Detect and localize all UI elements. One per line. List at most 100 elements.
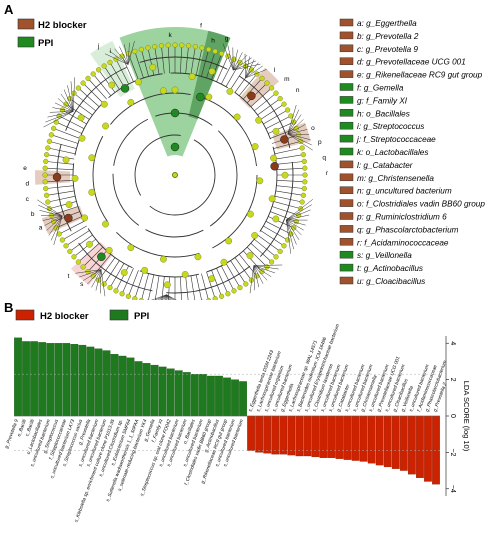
- leaf-node: [301, 193, 306, 198]
- inner-node: [128, 244, 134, 250]
- ppi-label: PPI: [38, 38, 53, 49]
- cladogram-branch: [51, 142, 76, 149]
- ppi-bar: [215, 376, 222, 416]
- cladogram-branch: [277, 180, 303, 181]
- taxa-legend-swatch: [340, 109, 353, 116]
- taxa-legend-item: l: g_Catabacter: [357, 161, 413, 170]
- clade-label: f: [200, 22, 202, 29]
- h2-bar: [424, 416, 431, 481]
- leaf-node: [67, 249, 72, 254]
- leaf-node: [219, 294, 224, 299]
- h2-bar: [408, 416, 415, 474]
- cladogram-branch: [277, 168, 303, 169]
- clade-label: e: [23, 165, 27, 172]
- leaf-node: [166, 43, 171, 48]
- inner-node: [79, 135, 85, 141]
- cladogram-figure: H2 blocker PPI khgijflmnopqrstuabcde a: …: [0, 0, 488, 300]
- ppi-bar: [191, 374, 198, 416]
- h2-bar: [280, 416, 287, 454]
- ppi-bar: [199, 374, 206, 416]
- lda-bars: g_Prevotella 9o_Bacillic_Bacillio_Lactob…: [4, 323, 449, 523]
- taxa-legend-item: b: g_Prevotella 2: [357, 32, 419, 41]
- taxa-legend-item: k: o_Lactobacillales: [357, 148, 428, 157]
- leaf-node: [43, 173, 48, 178]
- leaf-node: [60, 238, 65, 243]
- inner-node: [72, 175, 78, 181]
- ppi-bar: [223, 378, 230, 416]
- cladogram-branch: [148, 275, 153, 300]
- inner-node: [189, 73, 195, 79]
- leaf-node: [64, 243, 69, 248]
- cladogram-branch: [266, 221, 289, 233]
- leaf-node: [81, 81, 86, 86]
- ppi-bar: [30, 341, 37, 416]
- leaf-node: [49, 132, 54, 137]
- leaf-node: [43, 179, 48, 184]
- taxa-legend-swatch: [340, 251, 353, 258]
- h2-bar: [304, 416, 311, 456]
- h2-bar: [360, 416, 367, 461]
- leaf-node: [81, 265, 86, 270]
- clade-label: h: [211, 37, 215, 44]
- inner-node: [257, 178, 263, 184]
- inner-node: [206, 94, 212, 100]
- leaf-node: [301, 152, 306, 157]
- inner-node: [102, 123, 108, 129]
- taxa-legend-item: n: g_uncultured bacterium: [357, 187, 452, 196]
- taxa-legend-item: a: g_Eggerthella: [357, 19, 417, 28]
- inner-node: [150, 64, 156, 70]
- ppi-bar: [175, 371, 182, 416]
- ppi-bar: [79, 345, 86, 416]
- leaf-node: [243, 282, 248, 287]
- clade-label: a: [39, 224, 43, 231]
- ppi-bar: [54, 343, 61, 416]
- cladogram-branch: [80, 89, 99, 106]
- taxa-legend-swatch: [340, 96, 353, 103]
- leaf-node: [300, 200, 305, 205]
- cladogram-branch: [49, 191, 75, 195]
- cladogram-branch: [51, 201, 76, 208]
- leaf-node: [91, 72, 96, 77]
- inner-node: [273, 128, 279, 134]
- ppi-bar: [167, 369, 174, 416]
- leaf-node: [126, 294, 131, 299]
- lda-legend: H2 blocker PPI: [16, 310, 149, 322]
- leaf-node: [146, 45, 151, 50]
- leaf-node: [282, 243, 287, 248]
- clade-label: b: [31, 211, 35, 218]
- cladogram-branch: [276, 191, 302, 195]
- cladogram-branch: [48, 162, 74, 165]
- leaf-node: [159, 43, 164, 48]
- h2-bar: [392, 416, 399, 469]
- leaf-node: [43, 186, 48, 191]
- taxa-legend-swatch: [340, 264, 353, 271]
- cladogram-fan: [254, 265, 283, 266]
- taxa-legend-item: r: f_Acidaminococcaceae: [357, 238, 449, 247]
- inner-node: [225, 238, 231, 244]
- leaf-node: [108, 285, 113, 290]
- cladogram: khgijflmnopqrstuabcde: [23, 22, 329, 300]
- inner-node: [160, 256, 166, 262]
- h2-bar: [336, 416, 343, 459]
- significant-node: [271, 162, 279, 170]
- cladogram-branch: [216, 268, 227, 292]
- inner-node: [101, 101, 107, 107]
- taxa-legend-item: q: g_Phascolarctobacterium: [357, 225, 459, 234]
- inner-node: [89, 155, 95, 161]
- leaf-node: [278, 249, 283, 254]
- cladogram-branch: [142, 274, 149, 299]
- significant-node: [171, 143, 179, 151]
- taxa-legend-item: i: g_Streptococcus: [357, 122, 424, 131]
- clade-highlight-clostridiales: [272, 123, 310, 150]
- cladogram-branch: [221, 266, 233, 289]
- ppi-bar: [103, 351, 110, 416]
- taxa-legend-swatch: [340, 58, 353, 65]
- leaf-node: [102, 282, 107, 287]
- inner-node: [251, 232, 257, 238]
- leaf-node: [302, 166, 307, 171]
- inner-node: [128, 99, 134, 105]
- leaf-node: [302, 179, 307, 184]
- inner-node: [255, 117, 261, 123]
- inner-node: [141, 267, 147, 273]
- leaf-node: [186, 43, 191, 48]
